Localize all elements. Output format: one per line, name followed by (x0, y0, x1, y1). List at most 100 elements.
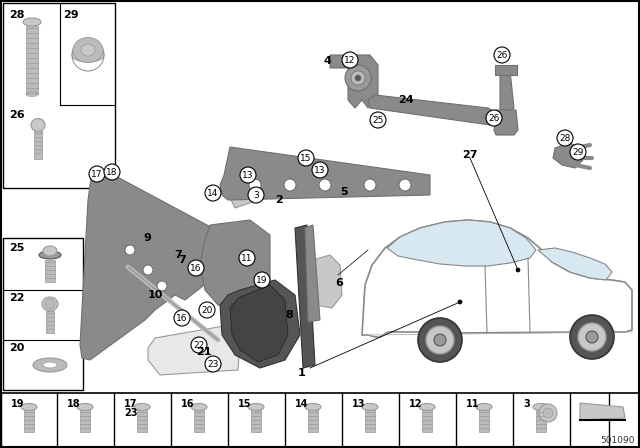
Text: 27: 27 (462, 150, 477, 160)
Text: 26: 26 (488, 113, 500, 122)
Polygon shape (494, 110, 518, 135)
Text: 22: 22 (193, 340, 205, 349)
Text: 13: 13 (314, 165, 326, 175)
Text: 20: 20 (9, 343, 24, 353)
Text: 3: 3 (523, 399, 530, 409)
Bar (34, 131, 42, 159)
Bar (3, 238, 83, 390)
Circle shape (205, 185, 221, 201)
Circle shape (174, 310, 190, 326)
Text: 13: 13 (352, 399, 365, 409)
Text: 11: 11 (466, 399, 479, 409)
Text: 17: 17 (124, 399, 138, 409)
Ellipse shape (43, 246, 57, 256)
Text: 13: 13 (243, 171, 253, 180)
Text: 8: 8 (285, 310, 292, 320)
Circle shape (557, 130, 573, 146)
Circle shape (570, 144, 586, 160)
Bar (137, 410, 147, 432)
Ellipse shape (72, 48, 104, 62)
Bar (422, 410, 432, 432)
Circle shape (239, 250, 255, 266)
Bar (536, 410, 546, 432)
Ellipse shape (42, 297, 58, 311)
Text: 9: 9 (143, 233, 151, 243)
Circle shape (284, 179, 296, 191)
Circle shape (494, 47, 510, 63)
Text: 501090: 501090 (600, 436, 635, 445)
Ellipse shape (39, 251, 61, 259)
Bar (194, 410, 204, 432)
Text: 12: 12 (344, 56, 356, 65)
Circle shape (458, 300, 462, 304)
Circle shape (125, 245, 135, 255)
Circle shape (364, 179, 376, 191)
Text: 28: 28 (559, 134, 571, 142)
Ellipse shape (419, 404, 435, 410)
Polygon shape (580, 403, 625, 420)
Bar (3, 3, 115, 188)
Circle shape (586, 331, 598, 343)
Text: 18: 18 (106, 168, 118, 177)
Text: 7: 7 (178, 255, 186, 265)
Text: 5: 5 (340, 187, 348, 197)
Text: 28: 28 (9, 10, 24, 20)
Circle shape (191, 337, 207, 353)
Polygon shape (230, 285, 288, 362)
Circle shape (345, 65, 371, 91)
Text: 1: 1 (298, 368, 306, 378)
Circle shape (248, 187, 264, 203)
Bar (46, 311, 54, 333)
Text: 16: 16 (176, 314, 188, 323)
Ellipse shape (43, 362, 57, 368)
Circle shape (199, 302, 215, 318)
Polygon shape (553, 143, 583, 168)
Circle shape (486, 110, 502, 126)
Text: 19: 19 (256, 276, 268, 284)
Circle shape (254, 272, 270, 288)
Bar (26, 26, 38, 94)
Ellipse shape (26, 91, 38, 96)
Ellipse shape (21, 404, 37, 410)
Bar (479, 410, 489, 432)
Text: 7: 7 (174, 250, 182, 260)
Text: 16: 16 (190, 263, 202, 272)
Text: 23: 23 (124, 408, 138, 418)
Text: 17: 17 (92, 169, 103, 178)
Text: 19: 19 (11, 399, 24, 409)
Bar (495, 65, 517, 75)
Ellipse shape (33, 358, 67, 372)
Bar (365, 410, 375, 432)
Text: 15: 15 (238, 399, 252, 409)
Circle shape (89, 166, 105, 182)
Circle shape (570, 315, 614, 359)
Ellipse shape (45, 299, 55, 309)
Polygon shape (148, 325, 240, 375)
Ellipse shape (23, 18, 41, 26)
Circle shape (205, 356, 221, 372)
Circle shape (399, 179, 411, 191)
Ellipse shape (533, 404, 549, 410)
Text: 4: 4 (323, 56, 331, 66)
Polygon shape (200, 220, 270, 310)
Polygon shape (500, 70, 514, 112)
Circle shape (157, 281, 167, 291)
Ellipse shape (362, 404, 378, 410)
Polygon shape (308, 255, 342, 308)
Circle shape (319, 179, 331, 191)
Ellipse shape (543, 408, 553, 418)
Text: 14: 14 (295, 399, 308, 409)
Text: 11: 11 (241, 254, 253, 263)
Polygon shape (305, 225, 320, 322)
Text: 23: 23 (207, 359, 219, 369)
Ellipse shape (248, 404, 264, 410)
Circle shape (143, 265, 153, 275)
Circle shape (298, 150, 314, 166)
Polygon shape (387, 220, 536, 266)
Circle shape (426, 326, 454, 354)
Polygon shape (80, 172, 230, 360)
Text: 2: 2 (275, 195, 283, 205)
Polygon shape (230, 170, 322, 208)
Text: 12: 12 (409, 399, 422, 409)
Text: 29: 29 (572, 147, 584, 156)
